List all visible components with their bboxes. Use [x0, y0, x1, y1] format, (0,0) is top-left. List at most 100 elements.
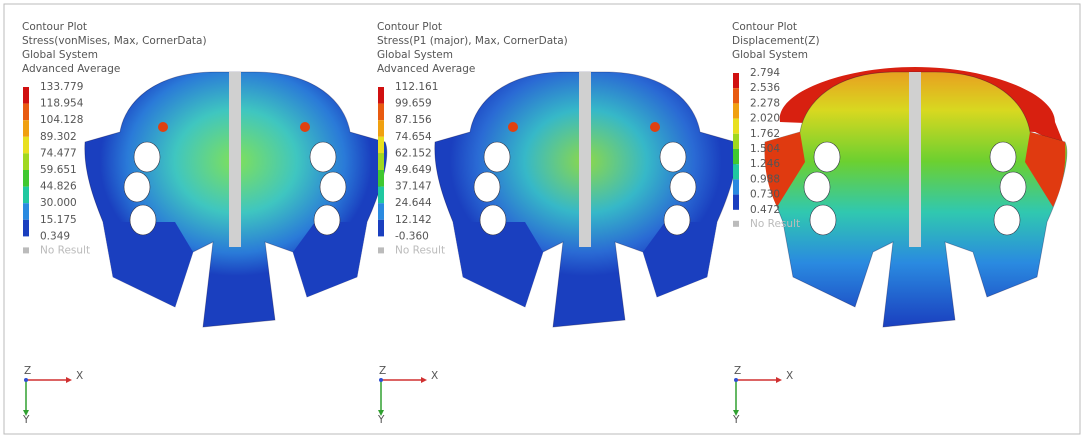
legend-label: 99.659	[395, 98, 432, 110]
z-axis-dot	[24, 378, 28, 382]
legend-band	[23, 203, 29, 220]
header-line: Contour Plot	[377, 21, 442, 33]
legend-label: 62.152	[395, 147, 432, 159]
tooth-socket	[474, 172, 500, 202]
tooth-socket	[994, 205, 1020, 235]
legend-label: 37.147	[395, 181, 432, 193]
legend-label: 24.644	[395, 197, 432, 209]
axis-x-label: X	[76, 370, 83, 382]
tooth-socket	[670, 172, 696, 202]
legend-label: 44.826	[40, 181, 77, 193]
header-line: Contour Plot	[732, 21, 797, 33]
legend-label: 0.349	[40, 230, 70, 242]
contour-view: Contour Plot Stress(vonMises, Max, Corner…	[0, 0, 1084, 438]
tooth-socket	[814, 142, 840, 172]
legend-label: 59.651	[40, 164, 77, 176]
axis-x-label: X	[431, 370, 438, 382]
legend-band	[378, 203, 384, 220]
legend-label: 15.175	[40, 214, 77, 226]
legend-label: 133.779	[40, 81, 83, 93]
center-ridge	[229, 72, 241, 247]
no-result-label: No Result	[40, 244, 90, 256]
legend-band	[733, 179, 739, 194]
axis-y-label: Y	[377, 414, 385, 426]
legend-label: 87.156	[395, 114, 432, 126]
legend-band	[378, 170, 384, 187]
legend-label: 74.477	[40, 147, 77, 159]
no-result-label: No Result	[750, 218, 800, 230]
axis-z-label: Z	[24, 365, 31, 377]
legend-band	[733, 119, 739, 134]
legend-band	[378, 153, 384, 170]
legend-band	[23, 220, 29, 237]
no-result-label: No Result	[395, 244, 445, 256]
no-result-swatch	[733, 221, 739, 227]
legend-label: 2.536	[750, 82, 780, 94]
legend-label: 2.794	[750, 67, 780, 79]
legend-label: 0.988	[750, 173, 780, 185]
tooth-socket	[804, 172, 830, 202]
header-line: Advanced Average	[22, 63, 120, 75]
tooth-socket	[990, 142, 1016, 172]
legend-label: 1.504	[750, 143, 780, 155]
legend-label: 12.142	[395, 214, 432, 226]
legend-band	[378, 87, 384, 104]
legend-label: 2.020	[750, 113, 780, 125]
header-line: Stress(vonMises, Max, CornerData)	[22, 35, 207, 47]
legend-band	[733, 103, 739, 118]
legend-label: 2.278	[750, 97, 780, 109]
legend-band	[733, 195, 739, 210]
header-line: Advanced Average	[377, 63, 475, 75]
hotspot	[158, 122, 168, 132]
legend-label: 89.302	[40, 131, 77, 143]
legend-band	[378, 137, 384, 154]
legend-band	[23, 104, 29, 121]
tooth-socket	[134, 142, 160, 172]
tooth-socket	[320, 172, 346, 202]
legend-band	[23, 170, 29, 187]
legend-band	[23, 120, 29, 137]
legend-label: 118.954	[40, 98, 84, 110]
legend-label: -0.360	[395, 230, 429, 242]
z-axis-dot	[379, 378, 383, 382]
legend-label: 112.161	[395, 81, 438, 93]
legend-band	[23, 187, 29, 204]
legend-label: 1.762	[750, 128, 780, 140]
axis-z-label: Z	[734, 365, 741, 377]
axis-y-label: Y	[732, 414, 740, 426]
legend-label: 0.472	[750, 204, 780, 216]
legend-band	[378, 104, 384, 121]
legend-band	[733, 149, 739, 164]
legend-label: 104.128	[40, 114, 83, 126]
header-line: Global System	[22, 49, 98, 61]
axis-x-label: X	[786, 370, 793, 382]
legend-band	[378, 120, 384, 137]
no-result-swatch	[378, 247, 384, 253]
z-axis-dot	[734, 378, 738, 382]
legend-band	[733, 164, 739, 179]
tooth-socket	[660, 142, 686, 172]
legend-label: 49.649	[395, 164, 432, 176]
tooth-socket	[314, 205, 340, 235]
header-line: Stress(P1 (major), Max, CornerData)	[377, 35, 568, 47]
center-ridge	[579, 72, 591, 247]
axis-z-label: Z	[379, 365, 386, 377]
legend-band	[733, 73, 739, 88]
tooth-socket	[810, 205, 836, 235]
legend-band	[23, 153, 29, 170]
hotspot	[508, 122, 518, 132]
tooth-socket	[1000, 172, 1026, 202]
center-ridge	[909, 72, 921, 247]
legend-band	[378, 220, 384, 237]
axis-y-label: Y	[22, 414, 30, 426]
legend-label: 74.654	[395, 131, 432, 143]
no-result-swatch	[23, 247, 29, 253]
header-line: Global System	[732, 49, 808, 61]
tooth-socket	[480, 205, 506, 235]
legend-band	[23, 87, 29, 104]
tooth-socket	[310, 142, 336, 172]
legend-label: 30.000	[40, 197, 77, 209]
tooth-socket	[130, 205, 156, 235]
legend-label: 0.730	[750, 189, 780, 201]
legend-band	[733, 134, 739, 149]
